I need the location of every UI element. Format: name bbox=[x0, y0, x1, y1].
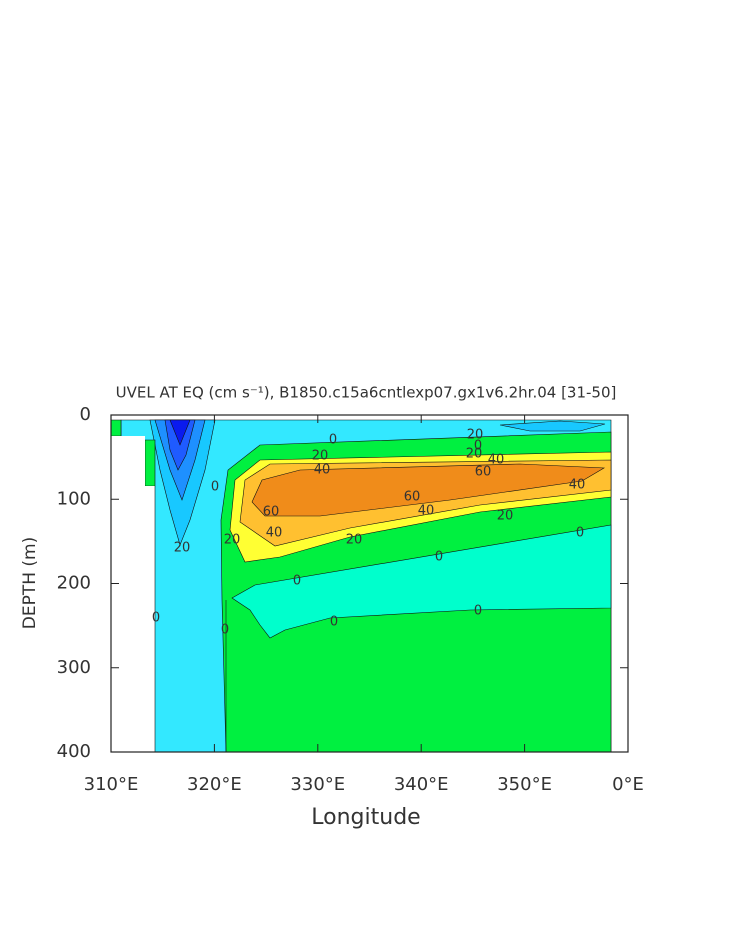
x-tick-label: 350°E bbox=[497, 774, 552, 795]
contour-label: 0 bbox=[576, 526, 584, 541]
contour-label: 60 bbox=[404, 490, 421, 505]
contour-label: 0 bbox=[330, 615, 338, 630]
contour-label: 60 bbox=[475, 465, 492, 480]
contour-region bbox=[169, 419, 191, 446]
x-tick-label: 320°E bbox=[187, 774, 242, 795]
y-tick-label: 400 bbox=[57, 741, 91, 762]
contour-label: 20 bbox=[174, 541, 191, 556]
contour-label: 0 bbox=[293, 574, 301, 589]
contour-label: 40 bbox=[569, 478, 586, 493]
chart-title: UVEL AT EQ (cm s⁻¹), B1850.c15a6cntlexp0… bbox=[116, 384, 617, 402]
contour-fills bbox=[110, 419, 612, 753]
contour-label: 0 bbox=[435, 550, 443, 565]
contour-region bbox=[144, 439, 156, 487]
contour-label: 40 bbox=[314, 463, 331, 478]
contour-label: 20 bbox=[466, 447, 483, 462]
contour-region bbox=[231, 524, 612, 639]
x-axis-label: Longitude bbox=[311, 805, 420, 830]
x-tick-label: 340°E bbox=[394, 774, 449, 795]
contour-label: 0 bbox=[474, 604, 482, 619]
contour-label: 40 bbox=[266, 526, 283, 541]
land bbox=[111, 436, 145, 752]
y-tick-label: 200 bbox=[57, 573, 91, 594]
contour-label: 20 bbox=[346, 533, 363, 548]
contour-label: 20 bbox=[224, 533, 241, 548]
contour-label: 0 bbox=[474, 439, 482, 454]
y-axis-label: DEPTH (m) bbox=[20, 537, 40, 629]
contour-label: 60 bbox=[263, 505, 280, 520]
contour-label: 40 bbox=[418, 504, 435, 519]
contour-region bbox=[110, 419, 122, 437]
contour-label: 20 bbox=[467, 428, 484, 443]
contour-region bbox=[251, 463, 606, 517]
contour-label: 0 bbox=[211, 480, 219, 495]
x-tick-label: 0°E bbox=[612, 774, 644, 795]
y-tick-label: 0 bbox=[80, 404, 91, 425]
contour-region bbox=[499, 420, 606, 432]
contour-label: 0 bbox=[329, 433, 337, 448]
y-tick-label: 300 bbox=[57, 657, 91, 678]
contour-label: 40 bbox=[488, 453, 505, 468]
x-tick-label: 310°E bbox=[84, 774, 139, 795]
y-tick-label: 100 bbox=[57, 488, 91, 509]
contour-label: 0 bbox=[221, 623, 229, 638]
contour-label: 20 bbox=[497, 509, 514, 524]
land bbox=[145, 486, 155, 752]
contour-label: 0 bbox=[152, 611, 160, 626]
contour-label: 20 bbox=[312, 449, 329, 464]
x-tick-label: 330°E bbox=[290, 774, 345, 795]
